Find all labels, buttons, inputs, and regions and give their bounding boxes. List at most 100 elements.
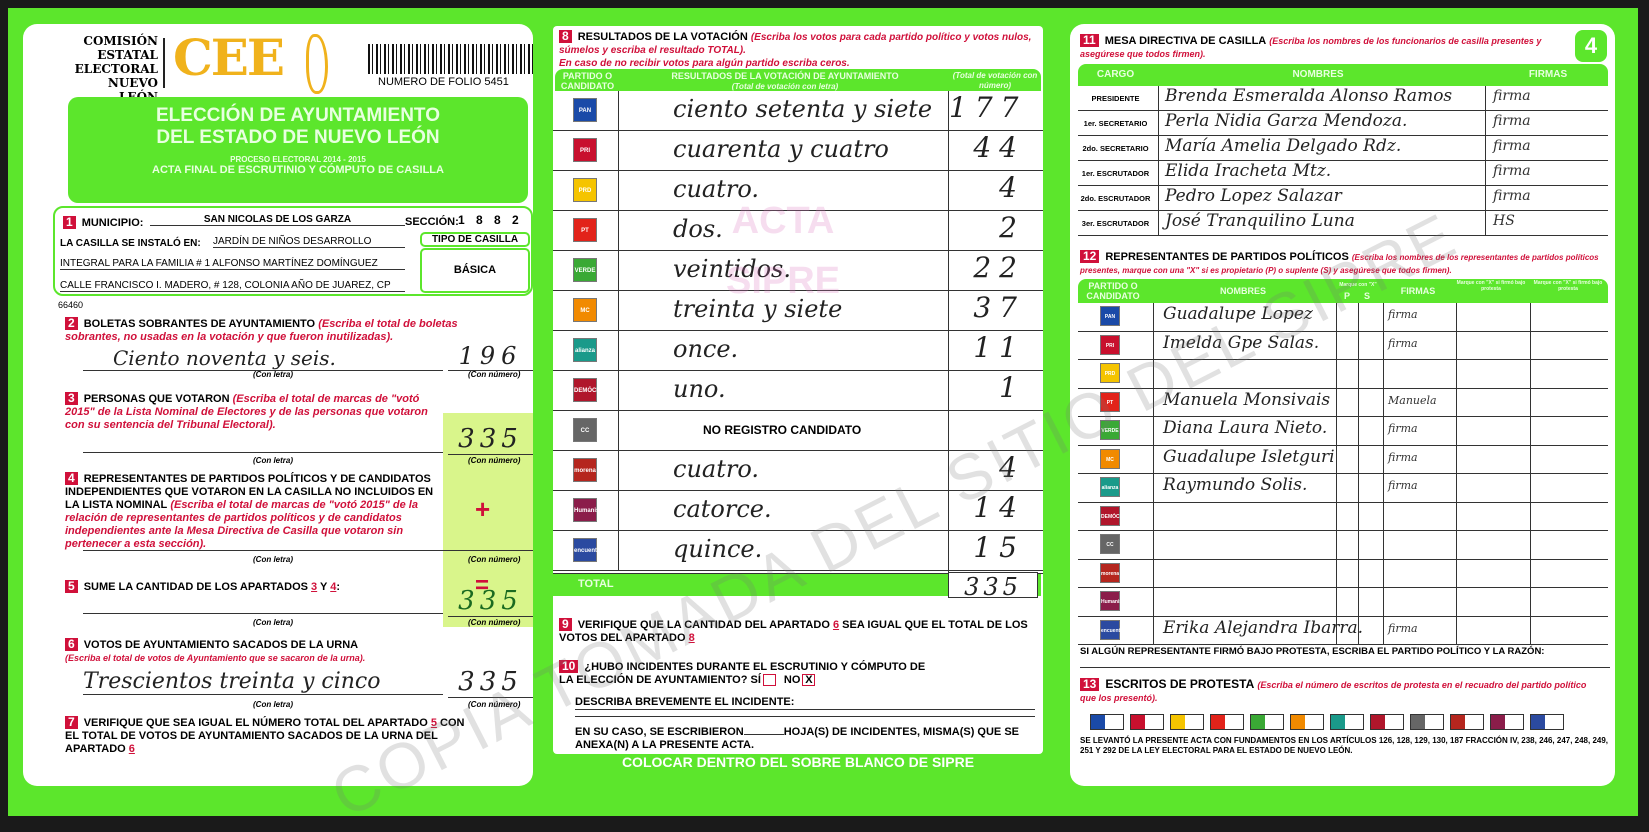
divider xyxy=(1383,559,1384,587)
protest-box[interactable] xyxy=(1290,714,1324,730)
official-name: Brenda Esmeralda Alonso Ramos xyxy=(1158,86,1486,110)
protest-count-field[interactable] xyxy=(1545,715,1563,729)
divider xyxy=(1383,474,1384,502)
divider xyxy=(1456,474,1457,502)
protest-count-field[interactable] xyxy=(1465,715,1483,729)
urna-letra: Trescientos treinta y cinco xyxy=(83,669,443,695)
protest-box[interactable] xyxy=(1530,714,1564,730)
col-firmas: FIRMAS xyxy=(1400,286,1436,296)
protest-box[interactable] xyxy=(1210,714,1244,730)
personas-letra xyxy=(83,452,443,453)
protest-count-field[interactable] xyxy=(1185,715,1203,729)
col-protesta: Marque con "X" si firmó bajo protesta xyxy=(1456,280,1526,292)
divider xyxy=(1153,616,1154,644)
rep-row: VERDE Diana Laura Nieto. firma xyxy=(1078,417,1608,446)
col-letra-title: RESULTADOS DE LA VOTACIÓN DE AYUNTAMIENT… xyxy=(671,71,899,81)
col-nombres: NOMBRES xyxy=(1292,69,1344,80)
protest-count-field[interactable] xyxy=(1145,715,1163,729)
protest-count-field[interactable] xyxy=(1225,715,1243,729)
official-name: José Tranquilino Luna xyxy=(1158,211,1486,235)
party-logo-icon: alianza xyxy=(573,338,597,362)
protest-box[interactable] xyxy=(1130,714,1164,730)
party-logo-icon: DEMÓCRATA xyxy=(573,378,612,402)
official-signature: firma xyxy=(1493,113,1531,129)
rep-signature: firma xyxy=(1388,450,1418,464)
footer-banner: COLOCAR DENTRO DEL SOBRE BLANCO DE SIPRE xyxy=(621,754,975,770)
mesa-row: 2do. SECRETARIO María Amelia Delgado Rdz.… xyxy=(1078,136,1608,161)
boletas-numero: 196 xyxy=(448,342,533,371)
divider xyxy=(618,371,619,410)
divider xyxy=(1456,559,1457,587)
votes-in-words: dos. xyxy=(673,215,723,243)
section-title: PERSONAS QUE VOTARON xyxy=(83,393,230,405)
section-note: (Escriba el número de escritos de protes… xyxy=(1080,680,1587,703)
official-signature: firma xyxy=(1493,163,1531,179)
rep-row: alianza Raymundo Solis. firma xyxy=(1078,474,1608,503)
rep-row: PRI Imelda Gpe Salas. firma xyxy=(1078,331,1608,360)
address-line: JARDÍN DE NIÑOS DESARROLLO xyxy=(213,236,405,248)
votes-number: 22 xyxy=(948,251,1039,290)
protest-box[interactable] xyxy=(1330,714,1364,730)
divider xyxy=(618,211,619,250)
rep-signature: Manuela xyxy=(1388,393,1437,407)
protest-count-field[interactable] xyxy=(1345,715,1363,729)
section-text: VERIFIQUE QUE LA CANTIDAD DEL APARTADO xyxy=(577,619,830,631)
results-row: morena cuatro. 4 xyxy=(553,451,1043,491)
divider xyxy=(1153,417,1154,445)
no-label: NO xyxy=(783,674,801,686)
section-title: REPRESENTANTES DE PARTIDOS POLÍTICOS xyxy=(1105,251,1349,263)
rep-row: PRD xyxy=(1078,360,1608,389)
divider xyxy=(1153,303,1154,331)
col-p: P xyxy=(1343,291,1350,301)
divider xyxy=(1153,445,1154,473)
acta-watermark: ACTA SIPRE xyxy=(725,200,841,302)
divider xyxy=(1383,303,1384,331)
hojas-text: HOJA(S) DE INCIDENTES, MISMA(S) QUE SE A… xyxy=(575,726,1019,751)
votes-number: 4 xyxy=(948,451,1039,490)
protest-box[interactable] xyxy=(1410,714,1444,730)
protest-box[interactable] xyxy=(1490,714,1524,730)
protest-count-field[interactable] xyxy=(1105,715,1123,729)
no-checkbox[interactable]: X xyxy=(802,674,816,687)
divider xyxy=(1358,474,1359,502)
section-number: 9 xyxy=(559,618,572,631)
protest-box[interactable] xyxy=(1250,714,1284,730)
si-checkbox[interactable] xyxy=(762,674,776,687)
divider xyxy=(1530,417,1531,445)
divider xyxy=(1456,360,1457,388)
divider xyxy=(1530,474,1531,502)
col-partido: PARTIDO O CANDIDATO xyxy=(1086,281,1140,301)
rep-row: morena xyxy=(1078,559,1608,588)
col-firmas: FIRMAS xyxy=(1528,69,1568,80)
protest-count-field[interactable] xyxy=(1305,715,1323,729)
divider xyxy=(1456,531,1457,559)
protest-count-field[interactable] xyxy=(1505,715,1523,729)
protest-box[interactable] xyxy=(1370,714,1404,730)
section-note: (Escriba los nombres de los funcionarios… xyxy=(1080,36,1542,59)
protest-box[interactable] xyxy=(1170,714,1204,730)
con-letra-label: (Con letra) xyxy=(253,700,293,709)
rep-row: CC xyxy=(1078,531,1608,560)
official-signature: firma xyxy=(1493,88,1531,104)
rep-name: Raymundo Solis. xyxy=(1163,475,1308,495)
rep-signature: firma xyxy=(1388,308,1418,321)
results-row: PRD cuatro. 4 xyxy=(553,171,1043,211)
protest-count-field[interactable] xyxy=(1425,715,1443,729)
protest-count-field[interactable] xyxy=(1265,715,1283,729)
divider xyxy=(1153,588,1154,616)
total-label: TOTAL xyxy=(578,578,614,590)
section-title: BOLETAS SOBRANTES DE AYUNTAMIENTO xyxy=(83,318,316,330)
rep-name: Diana Laura Nieto. xyxy=(1163,418,1328,438)
votes-in-words: catorce. xyxy=(673,495,772,523)
divider xyxy=(618,291,619,330)
protest-count-field[interactable] xyxy=(1385,715,1403,729)
protest-box[interactable] xyxy=(1450,714,1484,730)
postal-code: 66460 xyxy=(58,300,84,310)
col-s: S xyxy=(1363,291,1370,301)
divider xyxy=(1358,303,1359,331)
hojas-field[interactable] xyxy=(743,734,784,735)
process-label: PROCESO ELECTORAL 2014 - 2015 xyxy=(230,155,366,164)
divider xyxy=(1530,303,1531,331)
protest-box[interactable] xyxy=(1090,714,1124,730)
divider xyxy=(1456,616,1457,644)
